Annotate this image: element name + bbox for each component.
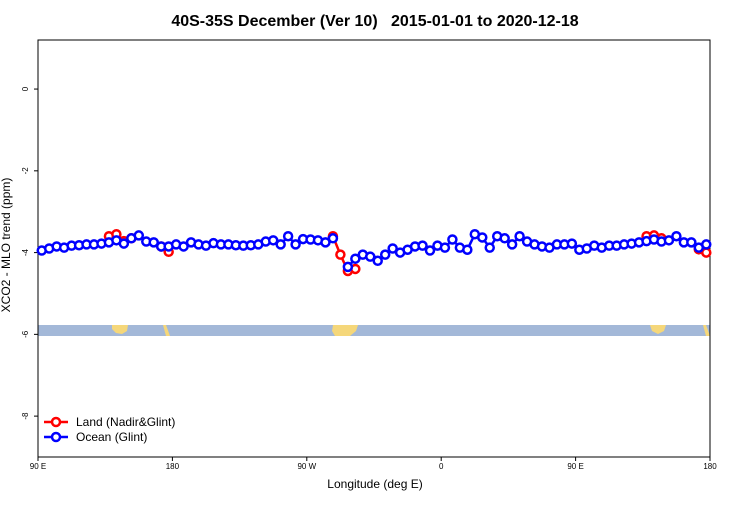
y-axis-label: XCO2 - MLO trend (ppm)	[0, 178, 13, 313]
legend-marker	[50, 431, 62, 443]
x-tick-label: 180	[166, 462, 180, 471]
y-tick-label: 0	[21, 86, 30, 91]
y-tick-label: -6	[21, 330, 30, 338]
point	[663, 235, 675, 246]
point	[372, 255, 383, 267]
point	[686, 237, 697, 248]
point	[447, 234, 458, 245]
point	[350, 253, 361, 264]
point	[275, 239, 286, 250]
point	[290, 239, 301, 250]
point	[499, 233, 510, 244]
y-tick-label: -8	[21, 412, 30, 420]
legend-label: Land (Nadir&Glint)	[76, 415, 175, 429]
point	[148, 237, 159, 248]
point	[506, 239, 518, 250]
point	[267, 235, 279, 246]
point	[671, 230, 682, 242]
point	[327, 233, 339, 244]
map-strip	[38, 325, 710, 336]
x-tick-label: 90 E	[567, 462, 583, 471]
point	[379, 249, 391, 260]
legend-marker	[50, 416, 62, 428]
legend-label: Ocean (Glint)	[76, 430, 147, 444]
y-tick-label: -4	[21, 248, 30, 256]
point	[514, 230, 525, 242]
x-axis-label: Longitude (deg E)	[327, 477, 422, 491]
point	[178, 241, 189, 252]
y-tick-label: -2	[21, 167, 30, 175]
point	[365, 251, 376, 262]
x-tick-label: 90 E	[30, 462, 46, 471]
point	[484, 242, 495, 253]
point	[462, 244, 473, 255]
point	[282, 230, 294, 242]
x-tick-label: 180	[703, 462, 717, 471]
point	[133, 230, 145, 241]
point	[387, 243, 398, 254]
point	[566, 238, 578, 249]
point	[424, 245, 436, 256]
x-tick-label: 0	[439, 462, 444, 471]
point	[439, 242, 451, 253]
point	[417, 240, 428, 251]
point	[335, 249, 346, 260]
point	[477, 232, 488, 243]
x-tick-label: 90 W	[297, 462, 316, 471]
point	[118, 238, 130, 249]
point	[701, 239, 712, 250]
point	[320, 237, 331, 248]
point	[342, 261, 354, 273]
chart-title: 40S-35S December (Ver 10) 2015-01-01 to …	[171, 13, 578, 30]
